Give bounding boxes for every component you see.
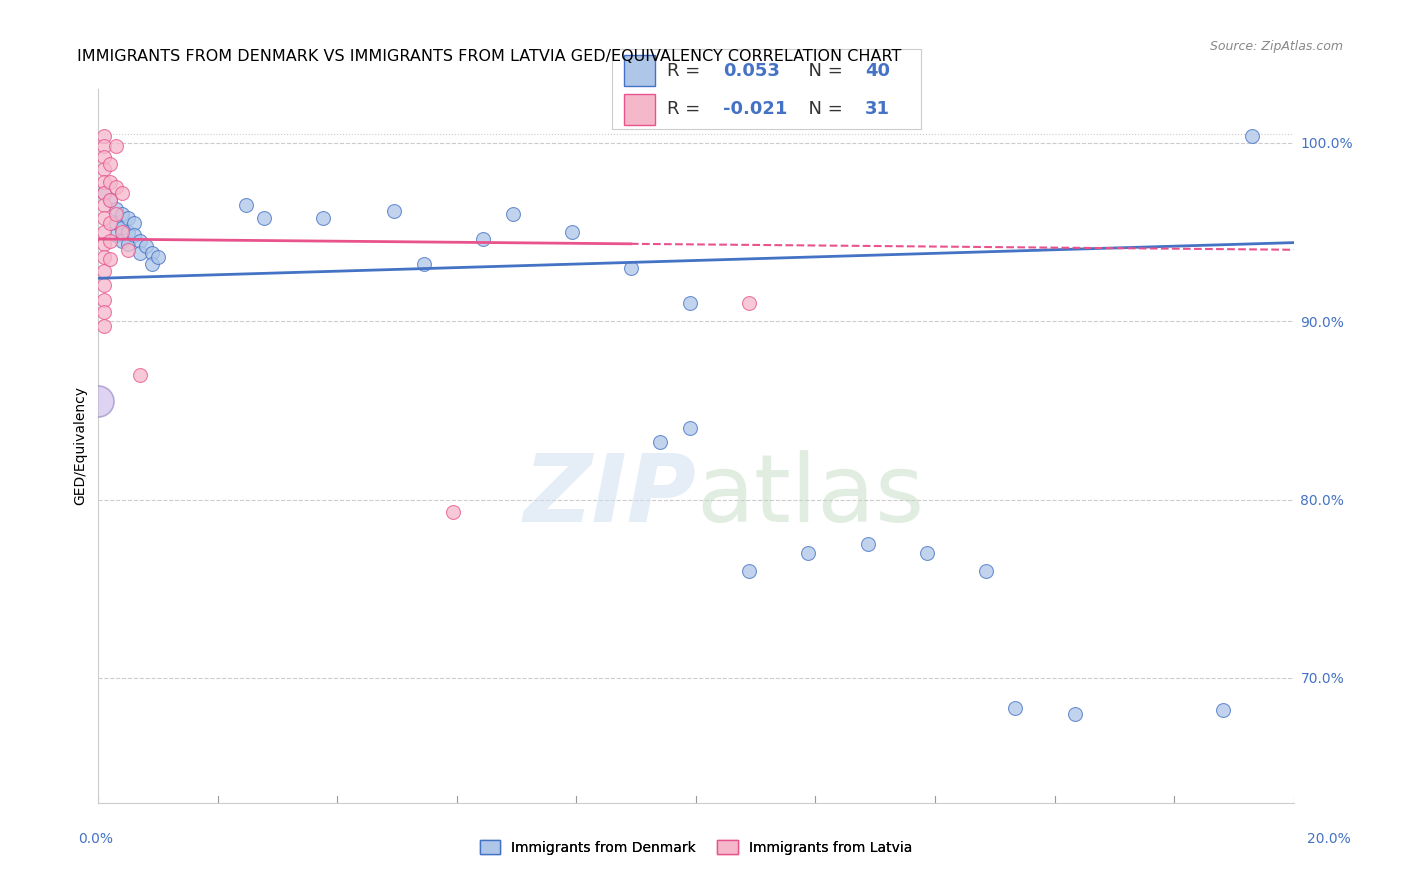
- Point: [93, 186, 115, 200]
- Point: [93, 211, 115, 225]
- FancyBboxPatch shape: [624, 94, 655, 125]
- Point: [105, 180, 128, 194]
- Text: 0.053: 0.053: [723, 62, 780, 79]
- Point: [105, 139, 128, 153]
- Point: [128, 368, 150, 382]
- Point: [312, 211, 335, 225]
- Point: [111, 221, 134, 235]
- Text: -0.021: -0.021: [723, 100, 787, 119]
- Text: 0.0%: 0.0%: [79, 832, 112, 846]
- Point: [93, 264, 115, 278]
- Point: [93, 278, 115, 293]
- Point: [1063, 706, 1085, 721]
- Point: [93, 162, 115, 177]
- Point: [856, 537, 879, 551]
- Text: ZIP: ZIP: [523, 450, 696, 542]
- Text: R =: R =: [668, 100, 706, 119]
- Point: [117, 237, 139, 252]
- Point: [122, 216, 145, 230]
- Point: [105, 216, 128, 230]
- Point: [146, 250, 169, 264]
- Point: [117, 243, 139, 257]
- Point: [1241, 128, 1264, 143]
- Point: [117, 211, 139, 225]
- Point: [738, 564, 761, 578]
- Point: [441, 505, 464, 519]
- Point: [472, 232, 495, 246]
- Point: [141, 257, 163, 271]
- Text: N =: N =: [797, 62, 849, 79]
- Point: [974, 564, 997, 578]
- Point: [105, 207, 128, 221]
- Point: [111, 225, 134, 239]
- Text: IMMIGRANTS FROM DENMARK VS IMMIGRANTS FROM LATVIA GED/EQUIVALENCY CORRELATION CH: IMMIGRANTS FROM DENMARK VS IMMIGRANTS FR…: [77, 49, 901, 64]
- Text: atlas: atlas: [696, 450, 924, 542]
- Point: [122, 228, 145, 243]
- Point: [98, 252, 121, 266]
- Point: [235, 198, 257, 212]
- Point: [87, 394, 110, 409]
- Point: [93, 305, 115, 319]
- Text: R =: R =: [668, 62, 706, 79]
- Legend: Immigrants from Denmark, Immigrants from Latvia: Immigrants from Denmark, Immigrants from…: [474, 834, 918, 860]
- Point: [93, 293, 115, 307]
- Point: [93, 128, 115, 143]
- Point: [412, 257, 434, 271]
- Point: [93, 150, 115, 164]
- Point: [111, 207, 134, 221]
- Point: [502, 207, 524, 221]
- Point: [93, 175, 115, 189]
- Point: [98, 234, 121, 248]
- Point: [797, 546, 820, 560]
- Point: [117, 225, 139, 239]
- Point: [93, 237, 115, 252]
- Point: [738, 296, 761, 310]
- Text: N =: N =: [797, 100, 849, 119]
- Point: [128, 234, 150, 248]
- Point: [382, 203, 405, 218]
- Point: [98, 193, 121, 207]
- Point: [253, 211, 276, 225]
- Point: [98, 216, 121, 230]
- Y-axis label: GED/Equivalency: GED/Equivalency: [73, 386, 87, 506]
- FancyBboxPatch shape: [624, 55, 655, 86]
- Point: [650, 435, 672, 450]
- Point: [111, 234, 134, 248]
- Point: [620, 260, 643, 275]
- Point: [105, 202, 128, 216]
- Point: [93, 186, 115, 200]
- Point: [561, 225, 583, 239]
- Point: [93, 139, 115, 153]
- Point: [128, 246, 150, 260]
- Point: [135, 239, 157, 253]
- Point: [98, 175, 121, 189]
- Text: 31: 31: [865, 100, 890, 119]
- Point: [98, 157, 121, 171]
- Point: [915, 546, 938, 560]
- Point: [93, 319, 115, 334]
- Point: [111, 186, 134, 200]
- Point: [679, 421, 702, 435]
- Point: [105, 228, 128, 243]
- Point: [1004, 701, 1026, 715]
- Point: [93, 225, 115, 239]
- Text: 40: 40: [865, 62, 890, 79]
- Point: [93, 198, 115, 212]
- Point: [93, 250, 115, 264]
- Text: Source: ZipAtlas.com: Source: ZipAtlas.com: [1209, 40, 1343, 54]
- Point: [98, 193, 121, 207]
- Point: [1212, 703, 1234, 717]
- Point: [141, 246, 163, 260]
- Text: 20.0%: 20.0%: [1306, 832, 1351, 846]
- Point: [679, 296, 702, 310]
